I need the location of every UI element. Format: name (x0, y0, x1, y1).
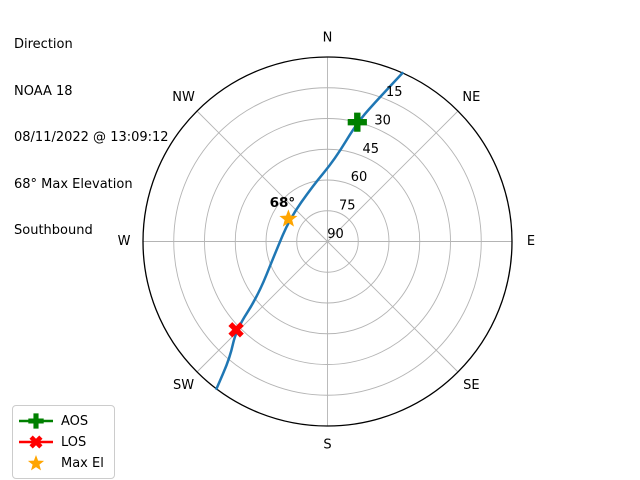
marker-los (228, 322, 244, 338)
azimuth-spoke-SE (327, 241, 459, 373)
legend: AOS LOS Max El (12, 405, 115, 479)
azimuth-spoke-SW (196, 241, 328, 373)
elevation-tick-label-90: 90 (327, 227, 344, 242)
max-el-star-glyph (27, 455, 45, 471)
pass-info-satellite: NOAA 18 (14, 83, 73, 99)
elevation-tick-label-30: 30 (374, 113, 391, 128)
azimuth-spoke-NE (327, 110, 459, 242)
pass-info-max-elevation: 68° Max Elevation (14, 176, 133, 192)
max-el-star-icon (27, 455, 45, 471)
legend-label-max-el: Max El (61, 455, 104, 471)
marker-max-el (279, 209, 298, 227)
compass-label-SW: SW (173, 378, 194, 393)
legend-item-aos: AOS (18, 411, 104, 431)
compass-label-S: S (323, 438, 331, 453)
legend-label-los: LOS (61, 434, 87, 450)
legend-label-aos: AOS (61, 413, 89, 429)
elevation-tick-label-45: 45 (363, 142, 380, 157)
pass-info-direction-title: Direction (14, 37, 73, 52)
max-elevation-annotation: 68° (270, 195, 296, 211)
los-x-icon (19, 435, 53, 449)
elevation-tick-label-15: 15 (386, 85, 403, 100)
azimuth-spoke-NW (196, 110, 328, 242)
los-x-glyph (29, 435, 43, 449)
marker-aos (347, 112, 367, 132)
compass-label-N: N (323, 31, 333, 46)
pass-info-datetime: 08/11/2022 @ 13:09:12 (14, 130, 169, 145)
compass-label-NW: NW (172, 90, 195, 105)
elevation-tick-label-60: 60 (351, 170, 368, 185)
horizon-circle (142, 56, 513, 427)
elevation-tick-label-75: 75 (339, 199, 356, 214)
compass-label-NE: NE (462, 90, 480, 105)
aos-plus-glyph (28, 413, 44, 429)
pass-info-heading: Southbound (14, 223, 93, 238)
compass-label-W: W (118, 234, 131, 249)
aos-plus-icon (19, 413, 53, 429)
compass-label-SE: SE (463, 378, 479, 393)
pass-info: Direction NOAA 18 08/11/2022 @ 13:09:12 … (14, 6, 169, 254)
compass-label-E: E (527, 234, 535, 249)
legend-item-los: LOS (18, 432, 104, 452)
legend-item-max-el: Max El (18, 453, 104, 473)
